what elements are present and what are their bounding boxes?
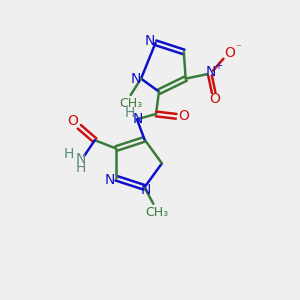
- Text: O: O: [68, 115, 78, 128]
- Text: N: N: [105, 173, 116, 187]
- Text: H: H: [64, 147, 74, 161]
- Text: N: N: [141, 183, 151, 197]
- Text: O: O: [210, 92, 220, 106]
- Text: O: O: [224, 46, 236, 60]
- Text: H: H: [76, 161, 86, 175]
- Text: N: N: [76, 152, 86, 166]
- Text: +: +: [214, 61, 222, 71]
- Text: N: N: [145, 34, 155, 48]
- Text: N: N: [206, 65, 216, 79]
- Text: CH₃: CH₃: [119, 97, 142, 110]
- Text: O: O: [178, 109, 189, 123]
- Text: N: N: [133, 112, 143, 126]
- Text: ⁻: ⁻: [235, 43, 241, 53]
- Text: H: H: [125, 106, 135, 120]
- Text: N: N: [130, 72, 141, 86]
- Text: CH₃: CH₃: [145, 206, 168, 219]
